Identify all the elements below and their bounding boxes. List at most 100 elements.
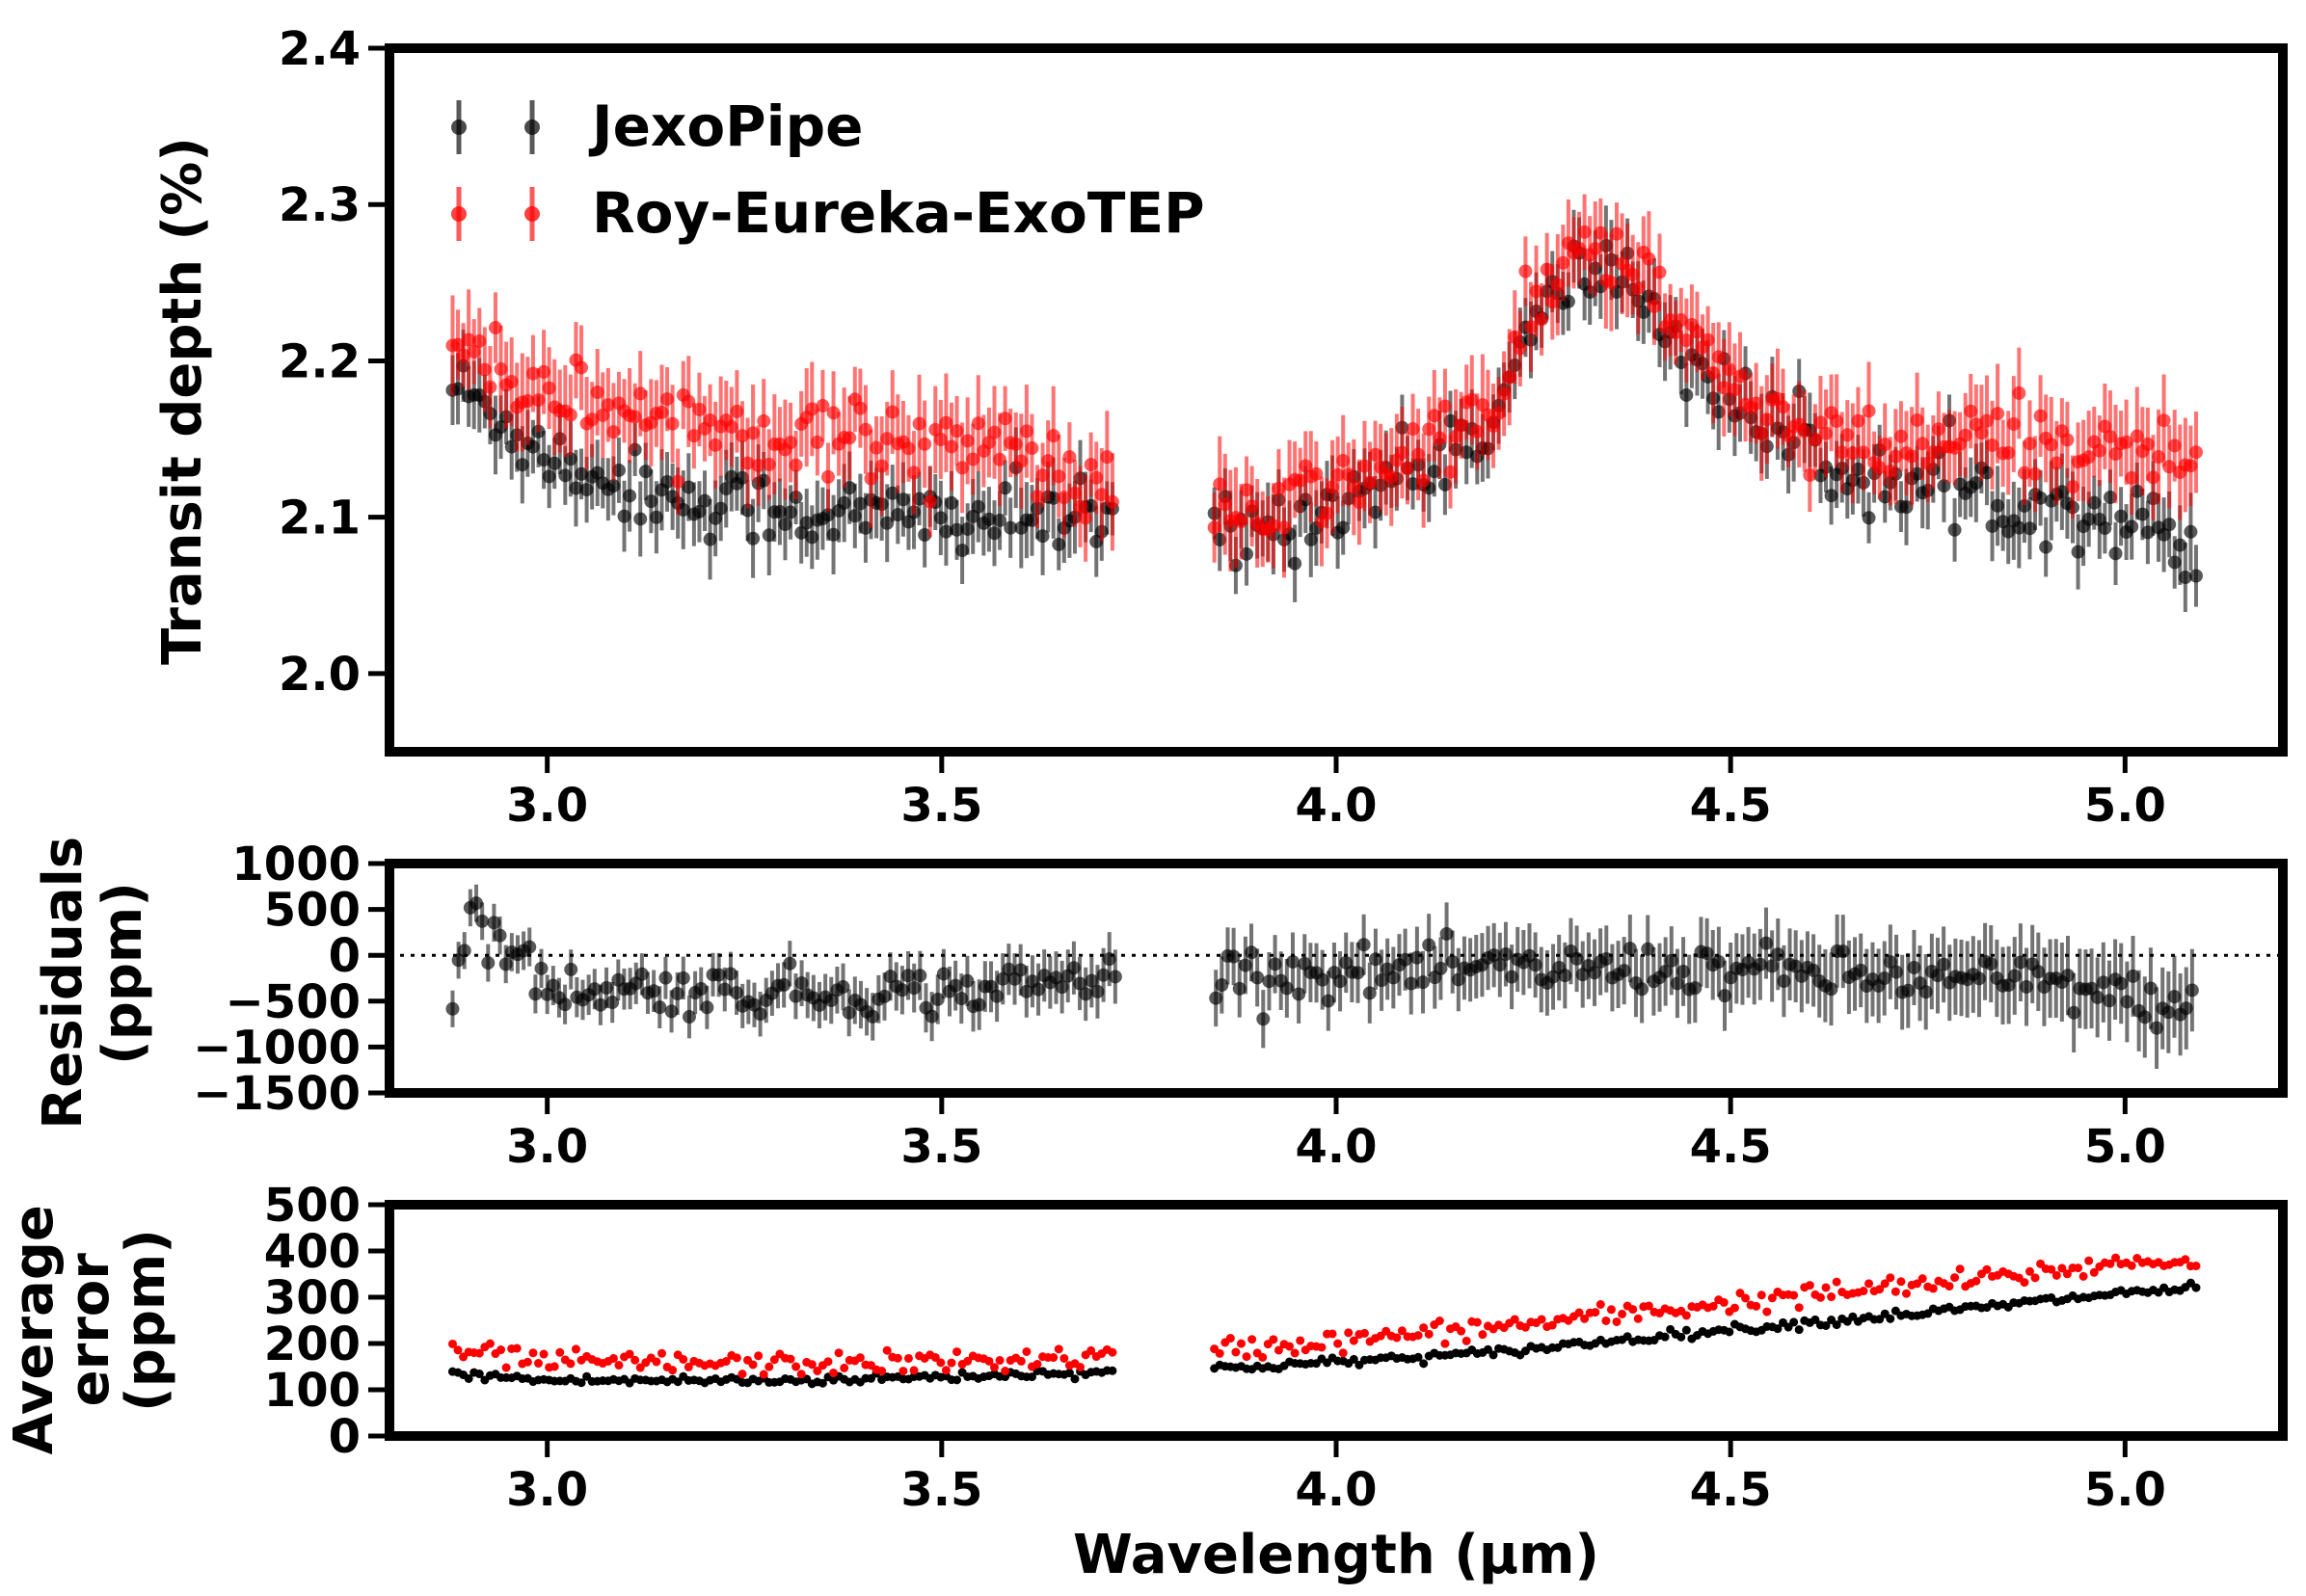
data-point xyxy=(939,524,953,539)
data-point xyxy=(1215,978,1229,993)
data-point xyxy=(2030,1273,2040,1283)
data-point xyxy=(483,380,497,394)
data-point xyxy=(1767,1293,1777,1303)
data-point xyxy=(1035,468,1050,483)
data-point xyxy=(1049,1353,1059,1363)
data-point xyxy=(923,494,937,509)
x-tick-label: 3.5 xyxy=(900,1463,982,1517)
data-point xyxy=(1016,1356,1026,1366)
data-point xyxy=(993,513,1007,527)
data-point xyxy=(2028,466,2043,481)
data-point xyxy=(1821,1320,1831,1330)
x-tick-label: 4.0 xyxy=(1295,779,1377,833)
data-point xyxy=(1606,1305,1616,1315)
data-point xyxy=(1478,1330,1488,1340)
data-point xyxy=(1320,506,1334,520)
data-point xyxy=(1035,529,1050,544)
data-point xyxy=(1375,973,1389,988)
data-point xyxy=(453,1345,463,1355)
data-point xyxy=(947,1358,956,1368)
data-point xyxy=(1102,952,1116,967)
data-point xyxy=(1561,294,1575,308)
data-point xyxy=(1679,333,1694,348)
data-point xyxy=(1926,445,1941,460)
data-point xyxy=(1266,519,1280,533)
data-point xyxy=(1413,1331,1423,1341)
data-point xyxy=(1558,969,1572,983)
data-point xyxy=(665,416,680,431)
panel-transit-depth: 3.0 3.5 4.0 4.5 5.0 2.0 2.1 2.2 2.3 2.4 Transit d… xyxy=(151,22,2288,833)
data-point xyxy=(1862,511,1876,525)
data-point xyxy=(2050,456,2064,470)
data-point xyxy=(2188,569,2203,583)
data-point xyxy=(1481,408,1495,422)
data-point xyxy=(1776,400,1790,414)
data-point xyxy=(883,970,898,984)
data-point xyxy=(794,976,809,991)
data-point xyxy=(2023,521,2037,536)
data-point xyxy=(1878,490,1892,504)
data-point xyxy=(1725,1327,1734,1337)
data-point xyxy=(611,463,626,477)
data-point xyxy=(753,1007,767,1022)
data-point xyxy=(1618,1309,1627,1318)
data-point xyxy=(1669,326,1683,340)
data-point xyxy=(579,483,594,497)
data-point xyxy=(1491,406,1506,420)
data-point xyxy=(1755,426,1769,440)
data-point xyxy=(1288,556,1302,571)
data-point xyxy=(1076,1363,1086,1372)
data-point xyxy=(1209,991,1223,1005)
data-point xyxy=(1808,432,1822,446)
data-point xyxy=(1996,515,2010,529)
data-point xyxy=(796,1370,806,1379)
data-point xyxy=(909,1366,919,1375)
data-point xyxy=(898,1367,908,1376)
data-point xyxy=(1052,537,1066,551)
data-point xyxy=(2061,969,2076,983)
data-point xyxy=(1588,966,1602,980)
data-point xyxy=(2127,1261,2136,1270)
data-point xyxy=(676,502,690,517)
data-point xyxy=(772,504,787,519)
data-point xyxy=(1991,498,2005,513)
data-point xyxy=(895,983,909,998)
data-point xyxy=(523,940,537,954)
data-point xyxy=(2184,459,2198,473)
data-point xyxy=(537,364,551,379)
data-point xyxy=(717,982,732,997)
y-tick-label: 2.0 xyxy=(279,648,361,702)
data-point xyxy=(1108,1366,1117,1375)
data-point xyxy=(1336,520,1351,535)
data-point xyxy=(1344,1328,1354,1338)
x-tick-label: 3.0 xyxy=(506,1120,588,1174)
data-point xyxy=(2081,512,2096,526)
data-point xyxy=(558,998,573,1012)
data-point xyxy=(2001,445,2016,460)
data-point xyxy=(2103,430,2117,444)
data-point xyxy=(590,466,604,480)
data-point xyxy=(757,473,771,488)
data-point xyxy=(1907,960,1921,974)
data-point xyxy=(1835,445,1849,460)
data-point xyxy=(820,508,835,522)
data-point xyxy=(542,469,556,484)
data-point xyxy=(2013,955,2027,970)
data-point xyxy=(1449,429,1463,443)
data-point xyxy=(655,405,669,419)
data-point xyxy=(1247,1335,1257,1344)
data-point xyxy=(1708,1301,1718,1311)
data-point xyxy=(1349,1336,1358,1345)
data-point xyxy=(1753,957,1767,971)
data-point xyxy=(1064,1369,1074,1378)
data-point xyxy=(445,1001,460,1016)
data-point xyxy=(901,441,916,456)
data-point xyxy=(638,465,653,479)
data-point xyxy=(1218,497,1232,512)
data-point xyxy=(1397,1326,1407,1336)
data-point xyxy=(546,978,560,993)
data-point xyxy=(1875,1315,1885,1324)
data-point xyxy=(1406,477,1420,492)
data-point xyxy=(550,1362,559,1371)
